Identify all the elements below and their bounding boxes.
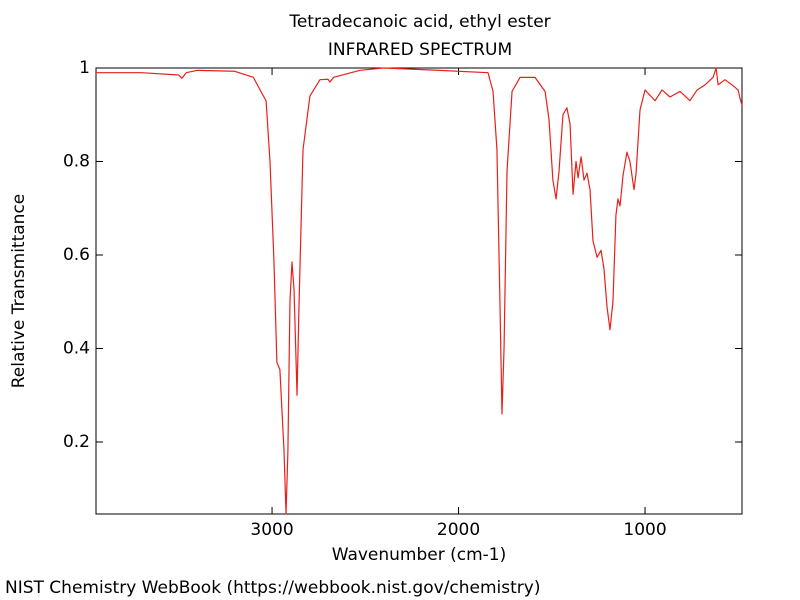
chart-subtitle: INFRARED SPECTRUM xyxy=(328,40,512,60)
y-tick-label: 0.6 xyxy=(63,245,90,265)
source-note: NIST Chemistry WebBook (https://webbook.… xyxy=(5,578,540,598)
x-tick-label: 1000 xyxy=(623,520,666,540)
y-axis-label: Relative Transmittance xyxy=(9,194,29,389)
y-tick-label: 0.8 xyxy=(63,152,90,172)
x-axis-label: Wavenumber (cm-1) xyxy=(332,545,507,565)
y-tick-label: 0.2 xyxy=(63,432,90,452)
spectrum-line xyxy=(96,67,743,515)
x-tick-label: 2000 xyxy=(437,520,480,540)
plot-frame xyxy=(95,67,743,515)
chart-title: Tetradecanoic acid, ethyl ester xyxy=(288,12,550,32)
y-tick-label: 1 xyxy=(79,58,90,78)
x-tick-label: 3000 xyxy=(250,520,293,540)
y-tick-label: 0.4 xyxy=(63,339,90,359)
